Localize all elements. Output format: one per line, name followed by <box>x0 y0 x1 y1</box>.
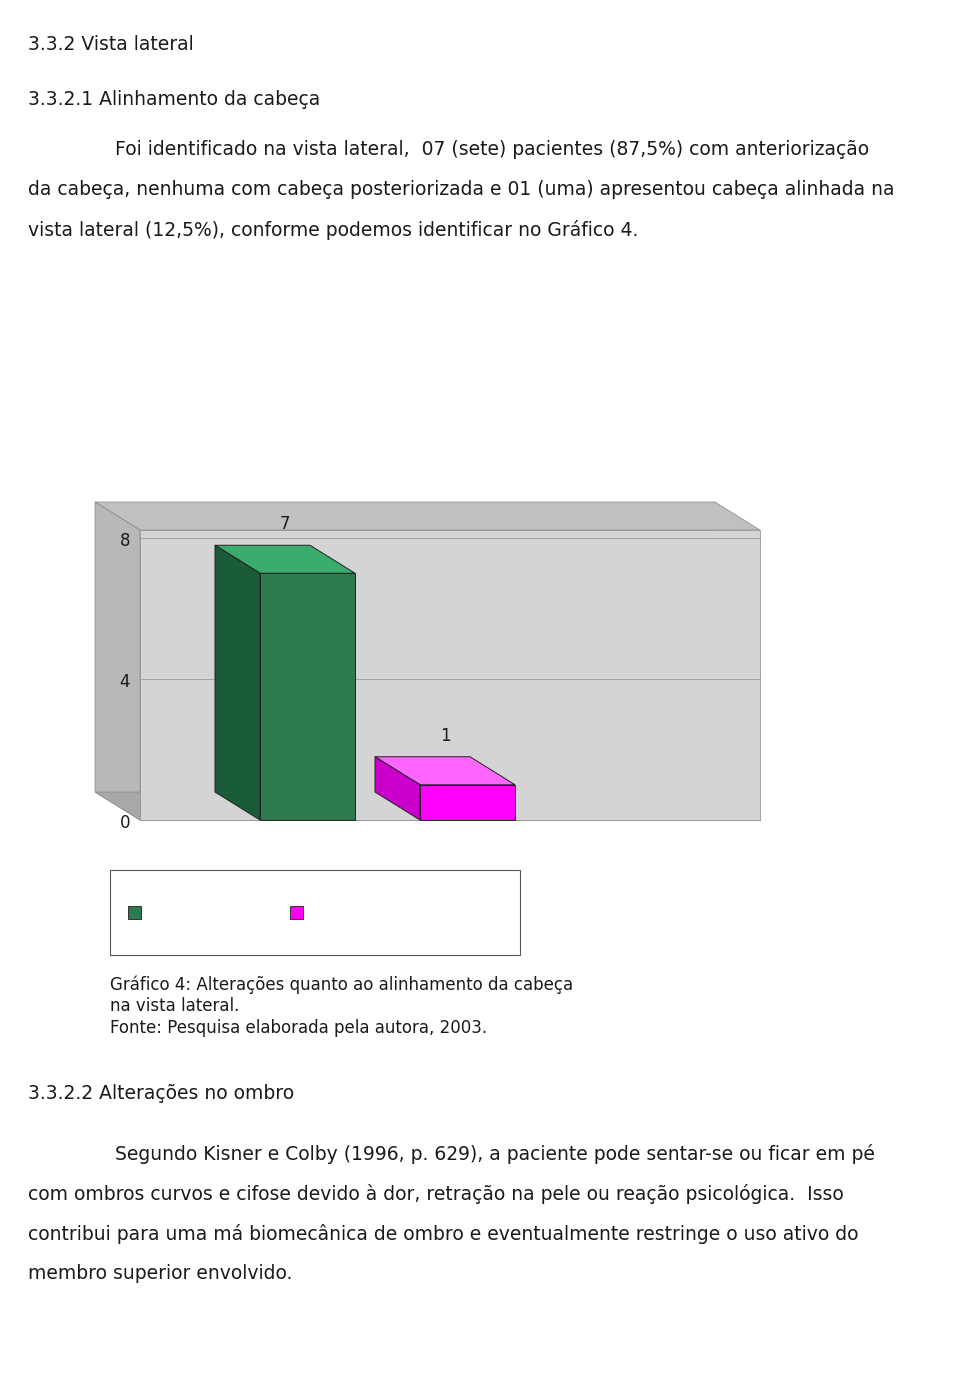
Polygon shape <box>215 545 260 820</box>
Text: Vista lateral alinhada: Vista lateral alinhada <box>309 911 485 929</box>
Polygon shape <box>420 784 515 820</box>
Text: 0: 0 <box>119 813 130 831</box>
Text: com ombros curvos e cifose devido à dor, retração na pele ou reação psicológica.: com ombros curvos e cifose devido à dor,… <box>28 1184 844 1204</box>
Text: 4: 4 <box>119 673 130 690</box>
Text: 3.3.2.2 Alterações no ombro: 3.3.2.2 Alterações no ombro <box>28 1084 294 1103</box>
Text: vista lateral (12,5%), conforme podemos identificar no Gráfico 4.: vista lateral (12,5%), conforme podemos … <box>28 220 638 240</box>
Text: na vista lateral.: na vista lateral. <box>110 997 239 1015</box>
Text: 7: 7 <box>279 515 290 533</box>
Bar <box>290 906 303 918</box>
Text: Foi identificado na vista lateral,  07 (sete) pacientes (87,5%) com anteriorizaç: Foi identificado na vista lateral, 07 (s… <box>115 139 869 159</box>
Polygon shape <box>260 573 355 820</box>
Polygon shape <box>95 503 715 791</box>
Polygon shape <box>95 791 760 820</box>
Text: contribui para uma má biomecânica de ombro e eventualmente restringe o uso ativo: contribui para uma má biomecânica de omb… <box>28 1224 858 1244</box>
Text: Gráfico 4: Alterações quanto ao alinhamento da cabeça: Gráfico 4: Alterações quanto ao alinhame… <box>110 975 573 993</box>
Text: Anteriorizada: Anteriorizada <box>147 911 258 929</box>
Polygon shape <box>375 757 420 820</box>
Polygon shape <box>375 757 515 784</box>
Polygon shape <box>95 503 140 820</box>
Text: membro superior envolvido.: membro superior envolvido. <box>28 1264 293 1283</box>
Text: da cabeça, nenhuma com cabeça posteriorizada e 01 (uma) apresentou cabeça alinha: da cabeça, nenhuma com cabeça posteriori… <box>28 180 895 199</box>
Text: 3.3.2.1 Alinhamento da cabeça: 3.3.2.1 Alinhamento da cabeça <box>28 90 321 109</box>
Polygon shape <box>95 503 760 530</box>
Polygon shape <box>140 530 760 820</box>
Text: 3.3.2 Vista lateral: 3.3.2 Vista lateral <box>28 35 194 54</box>
Bar <box>110 870 520 956</box>
Text: 8: 8 <box>119 532 130 550</box>
Text: Fonte: Pesquisa elaborada pela autora, 2003.: Fonte: Pesquisa elaborada pela autora, 2… <box>110 1019 487 1037</box>
Text: 1: 1 <box>440 726 450 744</box>
Text: Segundo Kisner e Colby (1996, p. 629), a paciente pode sentar-se ou ficar em pé: Segundo Kisner e Colby (1996, p. 629), a… <box>115 1143 875 1164</box>
Bar <box>128 906 141 918</box>
Polygon shape <box>215 545 355 573</box>
